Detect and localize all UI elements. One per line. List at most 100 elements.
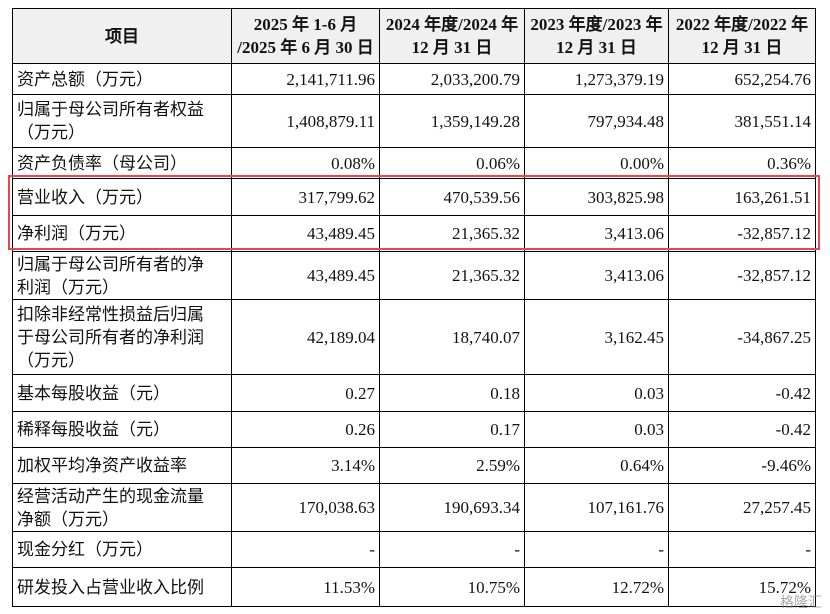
value-cell: 1,408,879.11 — [231, 94, 380, 148]
row-label: 归属于母公司所有者权益 （万元） — [12, 94, 232, 148]
value-cell: 3,413.06 — [524, 215, 669, 252]
table-row: 加权平均净资产收益率 3.14% 2.59% 0.64% -9.46% — [12, 447, 816, 484]
label-text: 净利润（万元） — [17, 224, 136, 243]
table-row: 现金分红（万元） - - - - — [12, 531, 816, 568]
header-text: 2024 年度/2024 年 — [385, 15, 519, 34]
highlight-box — [8, 175, 820, 250]
value-cell: 303,825.98 — [524, 178, 669, 216]
value-cell: 0.26 — [231, 411, 380, 448]
label-text: 资产总额（万元） — [17, 69, 153, 89]
table-row: 研发投入占营业收入比例 11.53% 10.75% 12.72% 15.72% — [12, 567, 816, 607]
label-text: 净额（万元） — [17, 509, 119, 529]
row-label: 稀释每股收益（元） — [12, 411, 232, 448]
value-cell: -0.42 — [668, 374, 816, 412]
header-text: 12 月 31 日 — [556, 38, 637, 57]
value-cell: 1,359,149.28 — [379, 94, 525, 148]
value-cell: 0.00% — [524, 147, 669, 179]
label-text: 基本每股收益（元） — [17, 383, 170, 403]
label-text: 归属于母公司所有者权益 — [17, 100, 204, 119]
value-cell: 1,273,379.19 — [524, 63, 669, 95]
value-cell: -34,867.25 — [668, 299, 816, 375]
label-text: （万元） — [17, 123, 85, 142]
value-cell: 12.72% — [524, 567, 669, 607]
value-cell: 107,161.76 — [524, 483, 669, 532]
value-cell: - — [231, 531, 380, 568]
value-cell: 163,261.51 — [668, 178, 816, 216]
value-cell: 27,257.45 — [668, 483, 816, 532]
label-text: 归属于母公司所有者的净 — [17, 254, 204, 274]
value-cell: - — [524, 531, 669, 568]
value-cell: - — [379, 531, 525, 568]
table-row: 资产负债率（母公司） 0.08% 0.06% 0.00% 0.36% — [12, 147, 816, 179]
value-cell: -0.42 — [668, 411, 816, 448]
header-text: 12 月 31 日 — [411, 38, 493, 57]
table-row: 经营活动产生的现金流量 净额（万元） 170,038.63 190,693.34 107… — [12, 483, 816, 532]
value-cell: 652,254.76 — [668, 63, 816, 95]
header-cell: 项目 — [12, 8, 232, 64]
value-cell: 0.08% — [231, 147, 380, 179]
row-label: 经营活动产生的现金流量 净额（万元） — [12, 483, 232, 532]
label-text: 稀释每股收益（元） — [17, 420, 170, 439]
header-row: 项目 2025 年 1-6 月/2025 年 6 月 30 日 2024 年度/20… — [12, 8, 816, 64]
header-cell: 2023 年度/2023 年 12 月 31 日 — [524, 8, 669, 64]
label-text: 利润（万元） — [17, 277, 119, 297]
header-text: 2022 年度/2022 年 — [675, 15, 809, 34]
value-cell: 11.53% — [231, 567, 380, 607]
table-row: 稀释每股收益（元） 0.26 0.17 0.03 -0.42 — [12, 411, 816, 448]
label-text: 加权平均净资产收益率 — [17, 456, 187, 475]
row-label: 资产总额（万元） — [12, 63, 232, 95]
value-cell: 381,551.14 — [668, 94, 816, 148]
label-text: （万元） — [17, 350, 85, 370]
value-cell: 2.59% — [379, 447, 525, 484]
watermark: 格隆汇 — [780, 595, 822, 611]
label-text: 研发投入占营业收入比例 — [17, 577, 204, 597]
table-row: 扣除非经常性损益后归属 于母公司所有者的净利润 （万元） 42,189.04 18,74… — [12, 299, 816, 375]
value-cell: 0.17 — [379, 411, 525, 448]
header-cell: 2022 年度/2022 年 12 月 31 日 — [668, 8, 816, 64]
value-cell: 18,740.07 — [379, 299, 525, 375]
table-row: 归属于母公司所有者权益 （万元） 1,408,879.11 1,359,149.28 7… — [12, 94, 816, 148]
value-cell: 21,365.32 — [379, 215, 525, 252]
value-cell: 2,141,711.96 — [231, 63, 380, 95]
value-cell: 0.27 — [231, 374, 380, 412]
row-label: 扣除非经常性损益后归属 于母公司所有者的净利润 （万元） — [12, 299, 232, 375]
value-cell: 43,489.45 — [231, 215, 380, 252]
table-row: 基本每股收益（元） 0.27 0.18 0.03 -0.42 — [12, 374, 816, 412]
value-cell: 317,799.62 — [231, 178, 380, 216]
value-cell: -32,857.12 — [668, 215, 816, 252]
value-cell: 797,934.48 — [524, 94, 669, 148]
financial-table: 项目 2025 年 1-6 月/2025 年 6 月 30 日 2024 年度/20… — [12, 8, 816, 607]
table-row: 资产总额（万元） 2,141,711.96 2,033,200.79 1,273,37… — [12, 63, 816, 95]
value-cell: 21,365.32 — [379, 251, 525, 300]
value-cell: - — [668, 531, 816, 568]
row-label: 营业收入（万元） — [12, 178, 232, 216]
header-cell: 2024 年度/2024 年 12 月 31 日 — [379, 8, 525, 64]
label-text: 营业收入（万元） — [17, 187, 153, 207]
value-cell: 43,489.45 — [231, 251, 380, 300]
value-cell: 0.03 — [524, 374, 669, 412]
value-cell: 3.14% — [231, 447, 380, 484]
label-text: 现金分红（万元） — [17, 540, 153, 559]
value-cell: 0.03 — [524, 411, 669, 448]
row-label: 加权平均净资产收益率 — [12, 447, 232, 484]
header-cell: 2025 年 1-6 月/2025 年 6 月 30 日 — [231, 8, 380, 64]
row-label: 现金分红（万元） — [12, 531, 232, 568]
header-text: /2025 年 6 月 30 日 — [237, 38, 374, 57]
value-cell: 0.64% — [524, 447, 669, 484]
header-text: 项目 — [105, 26, 139, 46]
header-text: 2023 年度/2023 年 — [530, 15, 663, 34]
value-cell: 3,162.45 — [524, 299, 669, 375]
row-label: 研发投入占营业收入比例 — [12, 567, 232, 607]
value-cell: 15.72% — [668, 567, 816, 607]
value-cell: -32,857.12 — [668, 251, 816, 300]
row-label: 资产负债率（母公司） — [12, 147, 232, 179]
table-row: 归属于母公司所有者的净 利润（万元） 43,489.45 21,365.32 3,413… — [12, 251, 816, 300]
row-label: 归属于母公司所有者的净 利润（万元） — [12, 251, 232, 300]
value-cell: 42,189.04 — [231, 299, 380, 375]
label-text: 资产负债率（母公司） — [17, 153, 187, 173]
header-text: 12 月 31 日 — [701, 38, 783, 57]
value-cell: 3,413.06 — [524, 251, 669, 300]
value-cell: -9.46% — [668, 447, 816, 484]
table-row: 营业收入（万元） 317,799.62 470,539.56 303,825.98 16… — [12, 178, 816, 216]
